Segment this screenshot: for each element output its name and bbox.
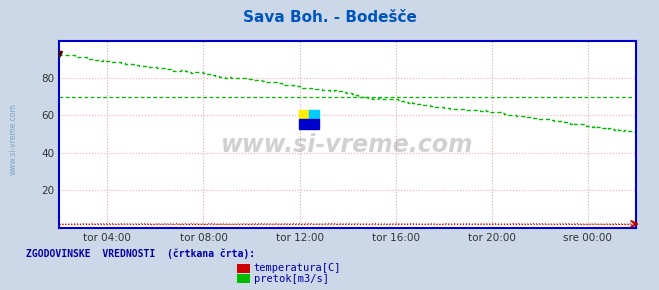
- Text: temperatura[C]: temperatura[C]: [254, 263, 341, 273]
- Bar: [299, 110, 308, 119]
- Bar: [299, 119, 319, 128]
- Text: www.si-vreme.com: www.si-vreme.com: [221, 133, 474, 157]
- Text: pretok[m3/s]: pretok[m3/s]: [254, 274, 329, 284]
- Text: Sava Boh. - Bodešče: Sava Boh. - Bodešče: [243, 10, 416, 25]
- Bar: [308, 110, 319, 119]
- Text: ZGODOVINSKE  VREDNOSTI  (črtkana črta):: ZGODOVINSKE VREDNOSTI (črtkana črta):: [26, 248, 256, 259]
- Text: www.si-vreme.com: www.si-vreme.com: [9, 103, 18, 175]
